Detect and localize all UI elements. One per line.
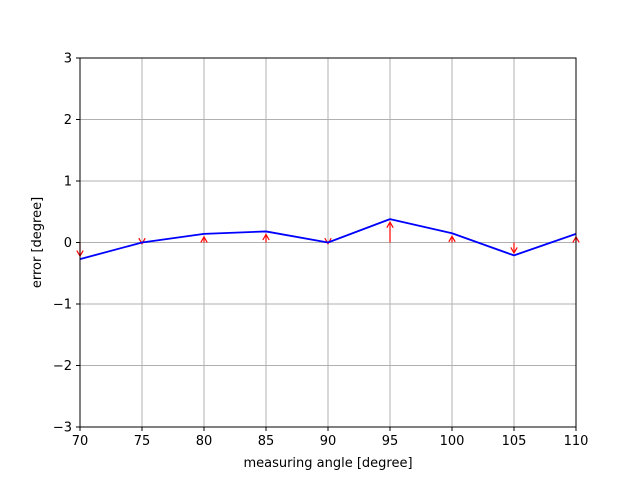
x-axis-ticks: 70 75 80 85 90 95 100 105 110	[72, 427, 589, 449]
x-tick-label: 100	[440, 434, 465, 449]
error-arrow	[448, 235, 456, 243]
x-tick-label: 75	[134, 434, 151, 449]
y-axis-ticks: −3 −2 −1 0 1 2 3	[53, 52, 80, 436]
x-tick-label: 90	[320, 434, 337, 449]
y-tick-label: 3	[64, 52, 72, 67]
x-tick-label: 70	[72, 434, 89, 449]
x-tick-label: 80	[196, 434, 213, 449]
error-arrow	[262, 233, 270, 243]
y-tick-label: −1	[53, 298, 72, 313]
y-tick-label: 2	[64, 113, 72, 128]
series-line-0	[79, 218, 577, 260]
x-axis-label: measuring angle [degree]	[243, 456, 412, 471]
error-arrow	[386, 221, 394, 243]
error-arrow	[200, 235, 208, 243]
y-tick-label: 1	[64, 175, 72, 190]
y-axis-label: error [degree]	[30, 197, 45, 288]
y-tick-label: 0	[64, 236, 72, 251]
y-tick-label: −2	[53, 359, 72, 374]
x-tick-label: 85	[258, 434, 275, 449]
x-tick-label: 95	[382, 434, 399, 449]
error-arrow	[510, 242, 518, 255]
y-tick-label: −3	[53, 421, 72, 436]
series-lines	[79, 218, 577, 260]
x-tick-label: 105	[502, 434, 527, 449]
x-tick-label: 110	[564, 434, 589, 449]
